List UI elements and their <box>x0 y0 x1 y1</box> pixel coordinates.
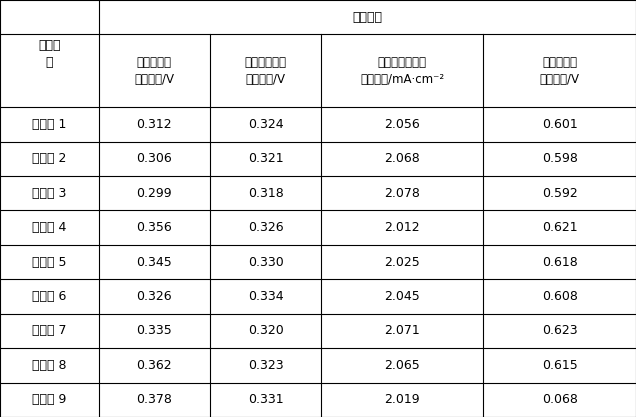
Text: 0.321: 0.321 <box>247 152 284 165</box>
Text: 0.320: 0.320 <box>247 324 284 337</box>
Text: 0.312: 0.312 <box>136 118 172 131</box>
Text: 实施例 4: 实施例 4 <box>32 221 67 234</box>
Text: 甲醇氧化峰
起始电势/V: 甲醇氧化峰 起始电势/V <box>134 56 174 85</box>
Text: 实施例 5: 实施例 5 <box>32 256 67 269</box>
Text: 2.056: 2.056 <box>384 118 420 131</box>
Text: 实施例 3: 实施例 3 <box>32 187 67 200</box>
Text: 0.330: 0.330 <box>247 256 284 269</box>
Text: 0.621: 0.621 <box>542 221 577 234</box>
Text: 0.615: 0.615 <box>542 359 577 372</box>
Text: 催化活性: 催化活性 <box>352 10 382 24</box>
Text: 0.335: 0.335 <box>136 324 172 337</box>
Text: 实施例 8: 实施例 8 <box>32 359 67 372</box>
Text: 0.598: 0.598 <box>542 152 577 165</box>
Text: 0.324: 0.324 <box>247 118 284 131</box>
Text: 0.362: 0.362 <box>136 359 172 372</box>
Text: 实施例 1: 实施例 1 <box>32 118 67 131</box>
Text: 0.331: 0.331 <box>247 393 284 406</box>
Text: 甲醇催化氧
化峰电势/V: 甲醇催化氧 化峰电势/V <box>540 56 579 85</box>
Text: 实施例 7: 实施例 7 <box>32 324 67 337</box>
Text: 0.326: 0.326 <box>247 221 284 234</box>
Text: 2.012: 2.012 <box>384 221 420 234</box>
Text: 0.323: 0.323 <box>247 359 284 372</box>
Text: 实施例 6: 实施例 6 <box>32 290 67 303</box>
Text: 0.318: 0.318 <box>247 187 284 200</box>
Text: 0.326: 0.326 <box>136 290 172 303</box>
Text: 0.299: 0.299 <box>136 187 172 200</box>
Text: 2.019: 2.019 <box>384 393 420 406</box>
Text: 0.356: 0.356 <box>136 221 172 234</box>
Text: 0.345: 0.345 <box>136 256 172 269</box>
Text: 0.378: 0.378 <box>136 393 172 406</box>
Text: 2.025: 2.025 <box>384 256 420 269</box>
Text: 2.071: 2.071 <box>384 324 420 337</box>
Text: 2.045: 2.045 <box>384 290 420 303</box>
Text: 2.068: 2.068 <box>384 152 420 165</box>
Text: 0.618: 0.618 <box>542 256 577 269</box>
Text: 实施例 2: 实施例 2 <box>32 152 67 165</box>
Text: 检测结
果: 检测结 果 <box>38 39 60 68</box>
Text: 0.334: 0.334 <box>247 290 284 303</box>
Text: 0.601: 0.601 <box>542 118 577 131</box>
Text: 0.608: 0.608 <box>542 290 577 303</box>
Text: 0.592: 0.592 <box>542 187 577 200</box>
Text: 0.623: 0.623 <box>542 324 577 337</box>
Text: 实施例 9: 实施例 9 <box>32 393 67 406</box>
Text: 甲醇催化氧化峰
电流密度/mA·cm⁻²: 甲醇催化氧化峰 电流密度/mA·cm⁻² <box>360 56 445 85</box>
Text: 2.078: 2.078 <box>384 187 420 200</box>
Text: 0.068: 0.068 <box>542 393 577 406</box>
Text: 0.306: 0.306 <box>136 152 172 165</box>
Text: 中间毒物氧化
峰电势值/V: 中间毒物氧化 峰电势值/V <box>244 56 287 85</box>
Text: 2.065: 2.065 <box>384 359 420 372</box>
